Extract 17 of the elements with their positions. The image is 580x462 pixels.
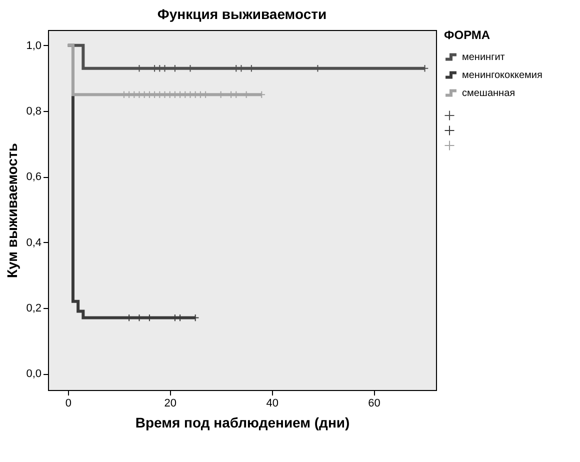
x-tick-label: 60 (368, 398, 380, 410)
y-tick-label: 0,4 (26, 236, 42, 249)
legend-title: ФОРМА (444, 28, 490, 42)
legend-label: менингит (462, 52, 506, 63)
y-tick-label: 1,0 (26, 40, 42, 52)
x-tick-label: 40 (266, 398, 278, 410)
x-tick-label: 20 (164, 398, 176, 410)
chart-title: Функция выживаемости (157, 6, 327, 22)
y-tick-label: 0,8 (26, 106, 42, 118)
x-tick-label: 0 (65, 398, 72, 410)
legend-label: менингококкемия (462, 70, 542, 81)
y-axis-title: Кум выживаемость (4, 142, 20, 278)
x-axis-title: Время под наблюдением (дни) (135, 414, 350, 430)
y-tick-label: 0,0 (26, 368, 42, 380)
y-tick-label: 0,2 (26, 302, 42, 314)
y-tick-label: 0,6 (26, 171, 42, 184)
legend-label: смешанная (462, 88, 516, 99)
